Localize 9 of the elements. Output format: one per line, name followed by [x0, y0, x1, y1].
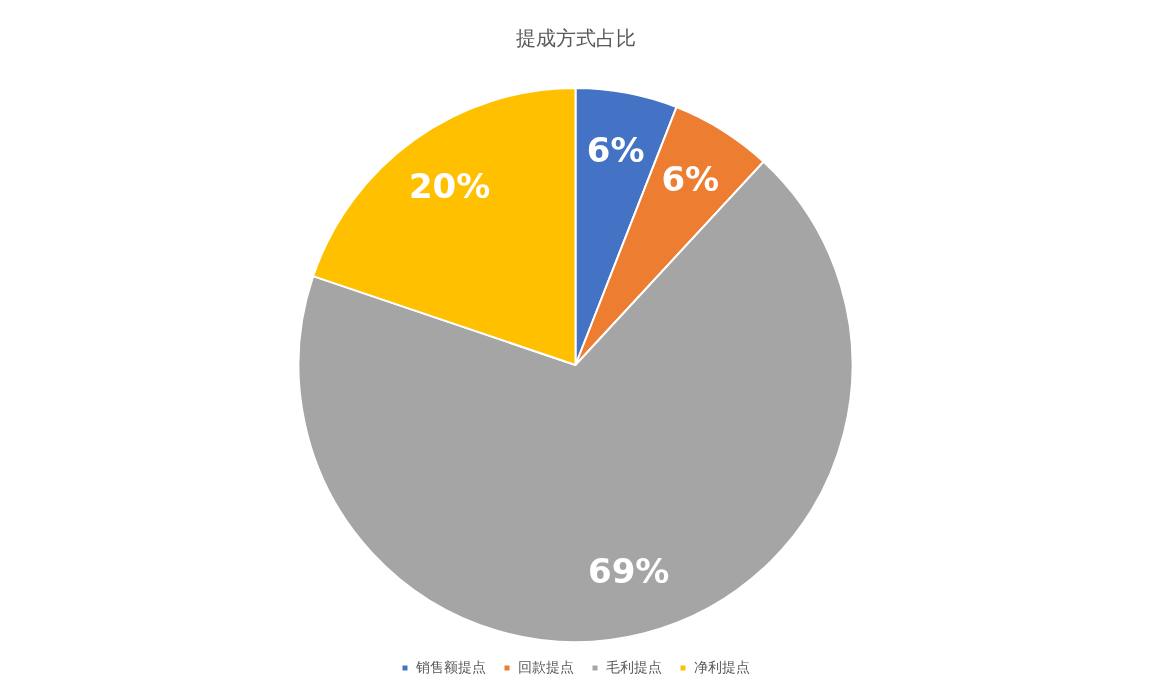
data-label: 6% — [661, 158, 720, 199]
legend-label: 净利提点 — [693, 658, 750, 675]
legend-label: 销售额提点 — [414, 658, 486, 675]
data-label: 6% — [586, 129, 645, 170]
legend-label: 回款提点 — [517, 658, 574, 675]
data-label: 69% — [588, 551, 670, 592]
data-label: 20% — [408, 166, 491, 207]
legend-label: 毛利提点 — [605, 658, 662, 675]
chart-title: 提成方式占比 — [515, 26, 636, 51]
